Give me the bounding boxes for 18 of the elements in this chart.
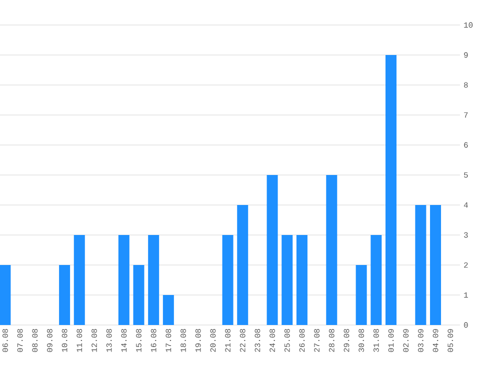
bar	[74, 234, 85, 325]
bar	[266, 174, 278, 325]
bar	[370, 234, 382, 325]
bar	[118, 234, 130, 325]
bar	[282, 234, 293, 325]
bar	[326, 174, 338, 325]
bar	[59, 265, 70, 325]
bar	[222, 234, 234, 325]
bar	[386, 54, 397, 325]
bar	[430, 204, 442, 325]
bar	[415, 204, 426, 325]
bar	[0, 265, 11, 325]
bar	[356, 265, 367, 325]
bar	[133, 265, 144, 325]
bar	[237, 204, 248, 325]
bar	[148, 234, 160, 325]
bar	[296, 234, 308, 325]
bar	[162, 295, 174, 325]
